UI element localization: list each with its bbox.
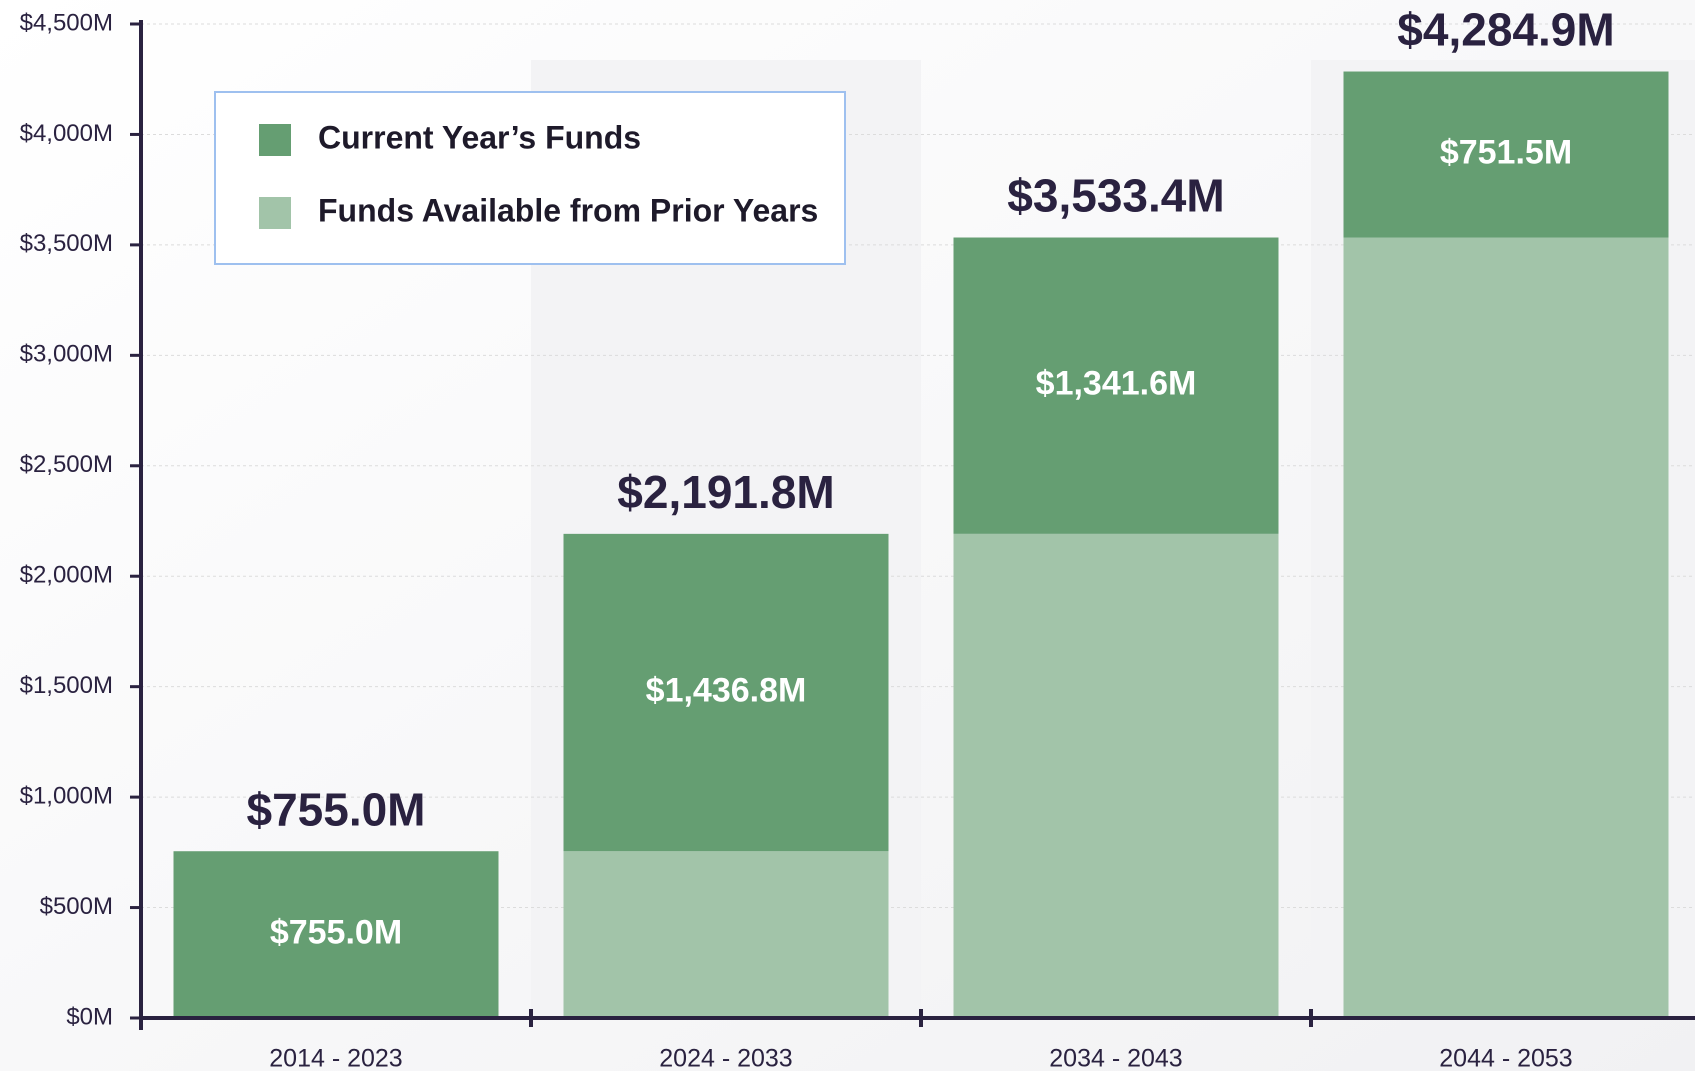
y-tick-label: $500M [40,893,113,920]
x-tick-label: 2034 - 2043 [1049,1045,1182,1071]
segment-label: $751.5M [1440,133,1572,171]
y-tick-label: $2,000M [20,562,113,589]
y-tick-label: $1,500M [20,672,113,699]
legend-swatch [259,197,291,229]
total-label: $4,284.9M [1397,4,1614,56]
legend-label: Current Year’s Funds [318,119,641,155]
y-tick-label: $2,500M [20,451,113,478]
y-tick-label: $4,000M [20,120,113,147]
y-tick-label: $1,000M [20,782,113,809]
total-label: $2,191.8M [617,466,834,518]
bar-segment [1343,71,1669,238]
segment-label: $1,341.6M [1036,365,1197,403]
y-tick-label: $3,000M [20,341,113,368]
x-tick-label: 2044 - 2053 [1439,1045,1572,1071]
bar-segment [1343,237,1669,1018]
y-tick-label: $4,500M [20,9,113,36]
legend-swatch [259,124,291,156]
legend-box [214,91,846,265]
x-tick-label: 2014 - 2023 [269,1045,402,1071]
y-tick-label: $0M [66,1003,113,1030]
segment-label: $755.0M [270,914,402,952]
bar-segment [953,533,1279,1018]
bar-segment [563,533,889,852]
bar-segment [563,851,889,1018]
total-label: $3,533.4M [1007,170,1224,222]
total-label: $755.0M [246,783,425,835]
bar-segment [173,851,499,1018]
y-tick-label: $3,500M [20,230,113,257]
x-tick-label: 2024 - 2033 [659,1045,792,1071]
bar-segment [953,237,1279,534]
legend-label: Funds Available from Prior Years [318,192,818,228]
segment-label: $1,436.8M [646,672,807,710]
